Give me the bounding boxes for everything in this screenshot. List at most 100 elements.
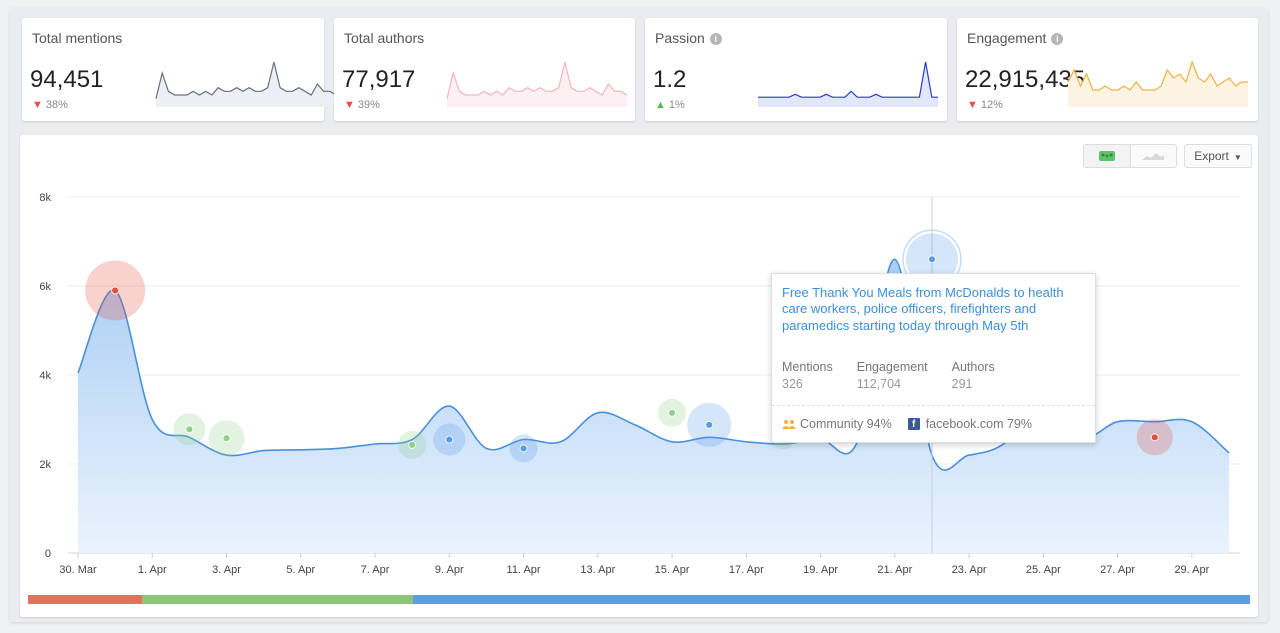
timeline-segment[interactable] bbox=[141, 595, 413, 604]
event-bubble[interactable] bbox=[1136, 419, 1173, 456]
event-bubble[interactable] bbox=[509, 434, 538, 463]
source-label: facebook.com 79% bbox=[925, 417, 1033, 431]
sparkline bbox=[758, 61, 938, 107]
kpi-change: ▲ 1% bbox=[655, 99, 685, 111]
timeline-segment[interactable] bbox=[412, 595, 1250, 604]
tooltip-stats: Mentions 326 Engagement 112,704 Authors … bbox=[782, 360, 1019, 391]
kpi-change-value: 38% bbox=[45, 99, 68, 111]
kpi-title-text: Total authors bbox=[344, 30, 425, 46]
facebook-icon: f bbox=[907, 418, 920, 430]
sparkline-area bbox=[156, 62, 336, 107]
event-bubble[interactable] bbox=[208, 420, 245, 457]
kpi-change: ▼ 12% bbox=[967, 99, 1003, 111]
kpi-title-text: Engagement bbox=[967, 30, 1047, 46]
stat-value: 326 bbox=[782, 377, 803, 391]
kpi-card[interactable]: Passion i 1.2 ▲ 1% bbox=[645, 18, 947, 121]
event-bubble[interactable] bbox=[902, 229, 962, 290]
x-tick-label: 27. Apr bbox=[1100, 564, 1135, 576]
event-dot bbox=[519, 444, 528, 453]
y-tick-label: 8k bbox=[39, 192, 51, 204]
arrow-down-icon: ▼ bbox=[967, 99, 978, 111]
arrow-up-icon: ▲ bbox=[655, 99, 666, 111]
event-tooltip: Free Thank You Meals from McDonalds to h… bbox=[771, 273, 1096, 443]
x-tick-label: 13. Apr bbox=[580, 564, 615, 576]
sparkline-line bbox=[758, 61, 938, 98]
tooltip-stat-engagement: Engagement 112,704 bbox=[857, 360, 928, 391]
kpi-title-text: Total mentions bbox=[32, 30, 123, 46]
area-view-button[interactable] bbox=[1131, 145, 1177, 167]
chevron-down-icon: ▼ bbox=[1233, 153, 1242, 162]
sparkline-area bbox=[1068, 62, 1248, 107]
event-bubble[interactable] bbox=[85, 260, 146, 321]
sparkline-line bbox=[446, 61, 628, 99]
mentions-area bbox=[78, 259, 1229, 553]
people-icon bbox=[782, 420, 796, 429]
x-tick-label: 17. Apr bbox=[729, 564, 764, 576]
kpi-card[interactable]: Engagement i 22,915,435 ▼ 12% bbox=[957, 18, 1258, 121]
stat-value: 291 bbox=[951, 377, 973, 391]
kpi-change-value: 39% bbox=[357, 99, 380, 111]
community-label: Community 94% bbox=[800, 417, 892, 431]
arrow-down-icon: ▼ bbox=[344, 99, 355, 111]
y-tick-label: 2k bbox=[39, 459, 51, 471]
event-dot bbox=[222, 434, 231, 443]
x-tick-label: 29. Apr bbox=[1174, 564, 1209, 576]
stat-label: Mentions bbox=[782, 360, 833, 374]
export-dropdown[interactable]: Export ▼ bbox=[1184, 144, 1252, 168]
event-bubble[interactable] bbox=[173, 413, 206, 446]
kpi-change: ▼ 38% bbox=[32, 99, 68, 111]
x-tick-label: 19. Apr bbox=[803, 564, 838, 576]
sparkline bbox=[446, 61, 628, 107]
export-label: Export bbox=[1194, 149, 1229, 163]
event-bubble[interactable] bbox=[687, 402, 732, 447]
info-icon[interactable]: i bbox=[1051, 33, 1064, 45]
tooltip-stat-authors: Authors 291 bbox=[952, 360, 995, 391]
kpi-title: Total authors bbox=[344, 30, 424, 46]
kpi-title: Passion i bbox=[655, 30, 722, 46]
kpi-change: ▼ 39% bbox=[344, 99, 380, 111]
event-bubble[interactable] bbox=[398, 430, 427, 459]
event-dot bbox=[111, 286, 120, 295]
arrow-down-icon: ▼ bbox=[32, 99, 43, 111]
tooltip-footer: Community 94% f facebook.com 79% bbox=[782, 417, 1032, 431]
event-dot bbox=[928, 255, 936, 264]
chart-type-toggle bbox=[1083, 144, 1177, 168]
kpi-value: 94,451 bbox=[30, 66, 104, 93]
kpi-card[interactable]: Total authors 77,917 ▼ 39% bbox=[334, 18, 635, 121]
kpi-change-value: 1% bbox=[668, 99, 685, 111]
stat-value: 112,704 bbox=[856, 377, 901, 391]
x-tick-label: 3. Apr bbox=[212, 564, 241, 576]
y-tick-label: 0 bbox=[45, 548, 51, 560]
community-item: Community 94% bbox=[782, 417, 892, 431]
sparkline-line bbox=[155, 61, 337, 99]
event-dot bbox=[408, 440, 417, 449]
event-dot bbox=[185, 425, 194, 434]
kpi-value: 1.2 bbox=[653, 66, 687, 93]
kpi-title: Engagement i bbox=[967, 30, 1064, 46]
event-dot bbox=[705, 420, 714, 429]
sparkline-area bbox=[758, 62, 938, 107]
x-tick-label: 5. Apr bbox=[286, 564, 315, 576]
stat-label: Authors bbox=[951, 360, 995, 374]
bubble-chart-icon bbox=[1098, 151, 1115, 161]
info-icon[interactable]: i bbox=[709, 33, 722, 45]
tooltip-divider bbox=[772, 405, 1095, 406]
x-tick-label: 1. Apr bbox=[138, 564, 167, 576]
y-tick-label: 6k bbox=[39, 281, 51, 293]
tooltip-title-link[interactable]: Free Thank You Meals from McDonalds to h… bbox=[782, 285, 1064, 333]
event-bubble[interactable] bbox=[658, 398, 687, 427]
bubble-view-button[interactable] bbox=[1084, 145, 1131, 167]
x-tick-label: 23. Apr bbox=[952, 564, 987, 576]
kpi-value: 22,915,435 bbox=[965, 66, 1086, 93]
x-tick-label: 15. Apr bbox=[655, 564, 690, 576]
kpi-card[interactable]: Total mentions 94,451 ▼ 38% bbox=[22, 18, 337, 121]
area-chart-icon bbox=[1142, 153, 1165, 160]
timeline-bar[interactable] bbox=[28, 595, 1250, 604]
event-bubble[interactable] bbox=[433, 423, 466, 456]
x-tick-label: 7. Apr bbox=[361, 564, 390, 576]
kpi-title: Total mentions bbox=[32, 30, 122, 46]
timeline-segment[interactable] bbox=[28, 595, 142, 604]
y-tick-label: 4k bbox=[39, 370, 51, 382]
kpi-title-text: Passion bbox=[655, 30, 705, 46]
